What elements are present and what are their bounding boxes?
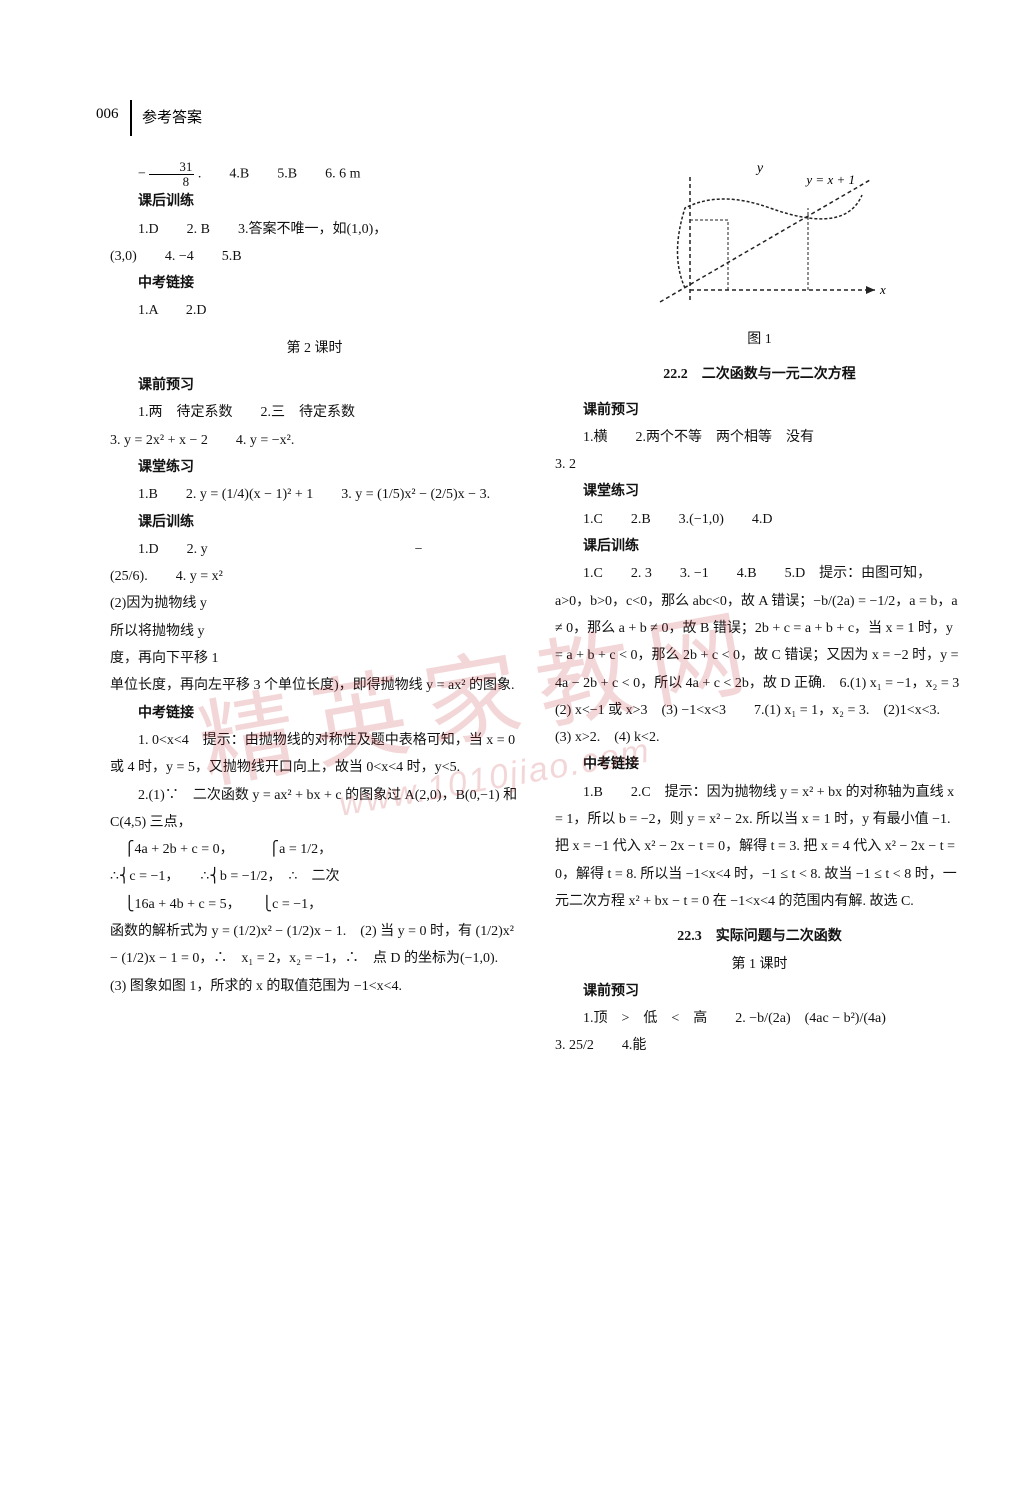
text: − [415,542,423,557]
figure-caption: 图 1 [555,326,964,353]
figure-1: y y = x + 1 x [630,160,890,320]
section-heading: 中考链接 [110,270,519,297]
section-title-222: 22.2 二次函数与一元二次方程 [555,361,964,388]
right-column: y y = x + 1 x 图 1 22.2 二次函数与一元二次方程 课前预习 … [555,160,964,1060]
section-heading: 课前预习 [555,978,964,1005]
page-title: 参考答案 [142,106,202,127]
text: 所以将抛物线 y [110,618,519,645]
text: a = 1/2， [279,842,332,857]
axis-label-y: y [754,161,763,176]
text: 单位长度，再向左平移 3 个单位长度)，即得抛物线 y = ax² 的图象. [110,672,519,699]
text: c = −1， [272,897,322,912]
text: (3,0) 4. −4 5.B [110,243,519,270]
lesson-heading: 第 1 课时 [555,951,964,978]
text: 4a + 2b + c = 0， [135,842,227,857]
text: 1.B 2.C 提示：因为抛物线 y = x² + bx 的对称轴为直线 x =… [555,779,964,915]
text: . 4.B 5.B 6. 6 m [198,166,361,181]
text: 1. 0<x<4 提示：由抛物线的对称性及题中表格可知，当 x = 0 或 4 … [110,727,519,782]
text: 1.C 2.B 3.(−1,0) 4.D [555,506,964,533]
section-title-223: 22.3 实际问题与二次函数 [555,923,964,950]
lesson-heading: 第 2 课时 [110,335,519,362]
fraction: 318 [149,160,194,188]
text: 度，再向下平移 1 [110,645,519,672]
section-heading: 课前预习 [110,372,519,399]
section-heading: 课后训练 [110,509,519,536]
text: 1.顶 > 低 < 高 2. −b/(2a) (4ac − b²)/(4a) [555,1005,964,1032]
section-heading: 课后训练 [555,533,964,560]
text: 函数的解析式为 y = (1/2)x² − (1/2)x − 1. (2) 当 … [110,918,519,1000]
text: 1.D 2. B 3.答案不唯一，如(1,0)， [110,216,519,243]
text: (25/6). 4. y = x² [110,563,519,590]
text: 2.(1)∵ 二次函数 y = ax² + bx + c 的图象过 A(2,0)… [110,782,519,837]
text: 3. 2 [555,451,964,478]
section-heading: 课堂练习 [555,478,964,505]
text: 3. 25/2 4.能 [555,1032,964,1059]
section-heading: 中考链接 [110,700,519,727]
text: c = −1， [129,869,172,884]
text: 1.A 2.D [110,297,519,324]
text: (2)因为抛物线 y [110,590,519,617]
section-heading: 课堂练习 [110,454,519,481]
axis-label-x: x [879,282,886,297]
header-divider [130,100,132,136]
text: 1.C 2. 3 3. −1 4.B 5.D 提示：由图可知，a>0，b>0，c… [555,560,964,751]
page-number: 006 [96,106,119,123]
text: 1.B 2. y = (1/4)(x − 1)² + 1 3. y = (1/5… [110,481,519,508]
section-heading: 课后训练 [110,188,519,215]
section-heading: 课前预习 [555,397,964,424]
text: 1.D 2. y [138,542,208,557]
text: − [138,166,146,181]
section-heading: 中考链接 [555,751,964,778]
text: 1.两 待定系数 2.三 待定系数 [110,399,519,426]
text: 16a + 4b + c = 5， [135,897,234,912]
left-column: − 318 . 4.B 5.B 6. 6 m 课后训练 1.D 2. B 3.答… [110,160,519,1060]
text: 3. y = 2x² + x − 2 4. y = −x². [110,427,519,454]
text: 1.横 2.两个不等 两个相等 没有 [555,424,964,451]
line-label: y = x + 1 [804,172,855,187]
text: b = −1/2， ∴ 二次 [220,869,340,884]
